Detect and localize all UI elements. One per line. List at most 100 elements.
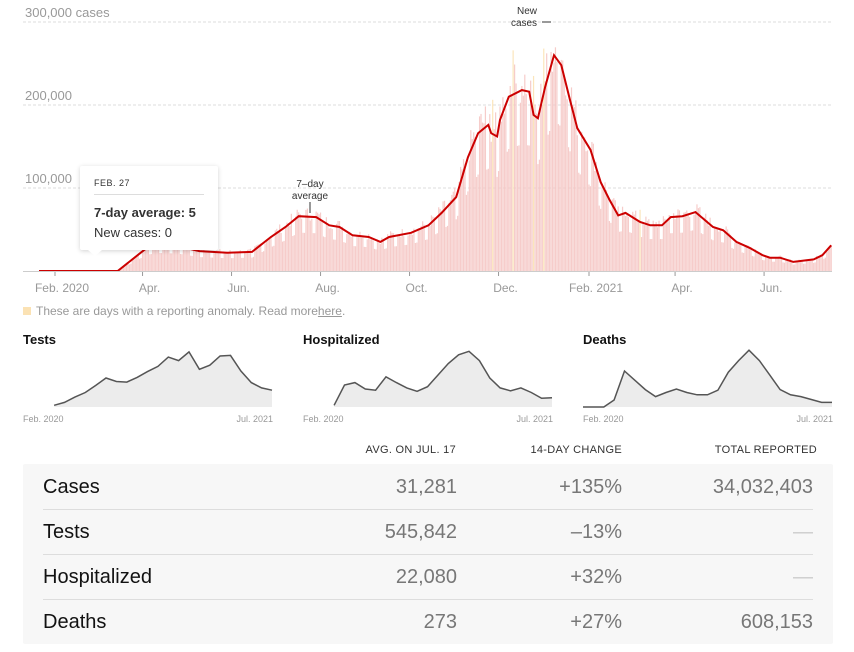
anomaly-bar [512,50,514,271]
tooltip-divider [94,194,204,195]
new-cases-bar [719,228,721,271]
new-cases-bar [493,129,495,271]
new-cases-bar [207,250,209,271]
new-cases-bar [146,248,148,271]
deaths-title: Deaths [583,332,627,347]
new-cases-bar [584,137,586,271]
new-cases-bar [579,174,581,271]
x-tick-label: Feb. 2021 [569,281,623,295]
new-cases-bar [160,253,163,271]
new-cases-bar [487,168,489,271]
hospitalized-sparkline[interactable]: Hospitalized Feb. 2020 Jul. 2021 [303,332,553,427]
new-cases-bar [258,244,260,271]
new-cases-bar [458,182,460,271]
new-cases-bar [728,232,730,271]
new-cases-bar [773,261,775,271]
new-cases-bar [521,86,523,271]
new-cases-bar [120,269,122,271]
new-cases-bar [322,236,325,271]
new-cases-bar [729,234,732,271]
new-cases-bar [486,169,488,271]
new-cases-bar [184,249,186,271]
new-cases-bar [143,246,145,271]
new-cases-bar [149,254,151,271]
new-cases-bar [534,104,536,272]
new-cases-bar [470,130,472,271]
new-cases-bar [691,230,694,271]
new-cases-bar [623,211,625,271]
new-cases-bar [817,256,819,271]
new-cases-bar [738,241,740,271]
new-cases-bar [727,229,729,271]
tests-sparkline[interactable]: Tests Feb. 2020 Jul. 2021 [23,332,273,427]
new-cases-bar [455,219,457,271]
deaths-start-label: Feb. 2020 [583,414,624,424]
new-cases-bar [554,47,557,271]
new-cases-bar [477,174,479,271]
new-cases-bar [581,131,583,271]
new-cases-bar [165,241,167,271]
new-cases-bar [222,258,224,271]
new-cases-bar [465,194,468,271]
x-tick-label: Oct. [406,281,428,295]
new-cases-bar [193,248,195,271]
cases-chart[interactable]: 100,000 200,000 300,000 cases Feb. 2020 Apr… [0,0,854,300]
new-cases-bar [683,212,685,271]
new-cases-bar [550,51,552,271]
new-cases-bar [460,166,462,271]
new-cases-bar [451,194,453,271]
new-cases-bar [429,226,431,271]
new-cases-bar [797,260,799,271]
row-avg: 31,281 [395,476,457,498]
new-cases-bar [810,259,812,271]
new-cases-bar [314,233,316,271]
new-cases-bar [502,97,504,271]
new-cases-bar [592,143,594,271]
new-cases-bar [133,258,135,271]
row-label: Deaths [43,611,107,633]
x-tick-label: Aug. [315,281,340,295]
new-cases-bar [147,246,149,271]
new-cases-bar [124,265,126,271]
y-tick-label: 100,000 [25,171,72,186]
new-cases-bar [553,62,555,271]
new-cases-bar [705,213,707,271]
new-cases-bar [137,255,139,271]
new-cases-bar [282,241,284,271]
new-cases-bar [764,255,767,271]
new-cases-bar [602,189,605,271]
new-cases-bar [750,246,752,271]
new-cases-bar [786,260,789,271]
new-cases-bar [778,256,780,271]
new-cases-bar [605,190,608,271]
new-cases-bar [331,228,333,271]
new-cases-bar [652,220,654,271]
new-cases-bar [172,244,174,271]
new-cases-bar [509,85,511,272]
new-cases-bar [406,244,408,271]
new-cases-bar [762,259,764,271]
deaths-sparkline[interactable]: Deaths Feb. 2020 Jul. 2021 [583,332,833,427]
new-cases-bar [562,60,564,272]
new-cases-bar [433,217,435,271]
footnote-text: These are days with a reporting anomaly.… [36,304,318,318]
new-cases-bar [130,263,132,271]
new-cases-bar [578,172,580,271]
new-cases-bar [190,255,192,271]
new-cases-bar [626,215,628,271]
new-cases-bar [245,252,247,271]
new-cases-bar [816,255,818,271]
new-cases-bar [585,151,587,271]
new-cases-bar [449,200,451,271]
new-cases-bar [152,242,154,271]
y-tick-label: 300,000 cases [25,5,110,20]
new-cases-bar [306,208,309,271]
read-more-link[interactable]: here [317,304,342,318]
new-cases-bar [209,252,211,271]
header-change: 14-DAY CHANGE [530,444,622,456]
new-cases-bar [597,173,599,271]
anomaly-bar [532,75,535,271]
new-cases-bar [782,262,784,271]
new-cases-bar [200,257,202,271]
new-cases-bar [354,246,357,271]
